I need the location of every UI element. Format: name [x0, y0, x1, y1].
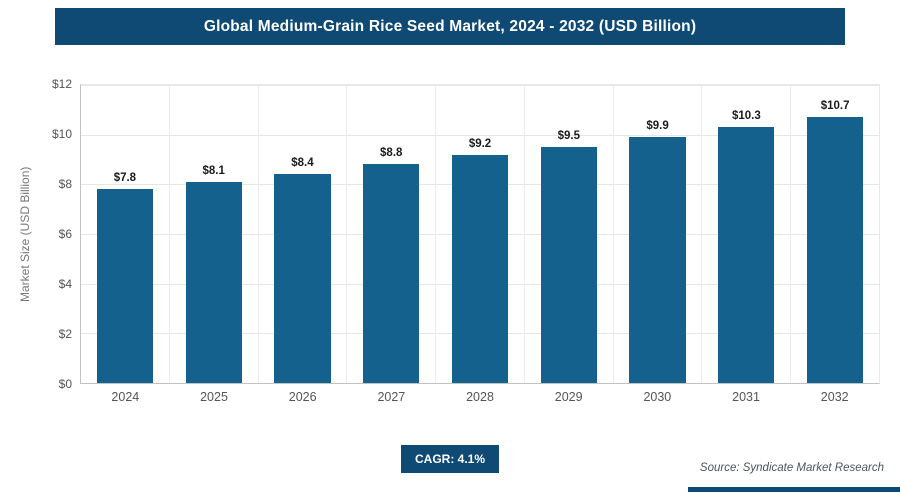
plot-area: $7.8 $8.1 $8.4 $8.8 $9.2 $9.5 $9.9 $10.3 $10.7 2… — [80, 84, 880, 404]
bar-value-label: $8.8 — [380, 147, 403, 160]
bar — [807, 117, 864, 383]
bar — [274, 174, 331, 383]
bar — [363, 164, 420, 383]
bar — [540, 147, 597, 383]
source-text: Source: Syndicate Market Research — [699, 462, 884, 474]
y-tick-label: $0 — [58, 377, 72, 391]
bar-value-label: $8.4 — [291, 157, 314, 170]
y-tick-label: $4 — [58, 277, 72, 291]
bar-value-label: $10.3 — [731, 110, 761, 123]
y-tick-label: $6 — [58, 227, 72, 241]
bar — [718, 127, 775, 383]
bar-cell: $7.8 — [81, 85, 169, 383]
chart-area: Market Size (USD Billion) $0 $2 $4 $6 $8 $10 $… — [14, 77, 880, 404]
bar-cell: $9.9 — [612, 85, 702, 383]
y-axis: $0 $2 $4 $6 $8 $10 $12 — [36, 77, 80, 391]
bar-value-label: $7.8 — [113, 172, 137, 185]
bar-cell: $9.5 — [523, 85, 613, 383]
bar-value-label: $8.1 — [202, 164, 225, 177]
bar — [629, 137, 686, 383]
bar-cell: $8.8 — [346, 85, 435, 383]
bar-cell: $10.7 — [790, 85, 879, 383]
y-tick-label: $2 — [58, 327, 72, 341]
x-tick-label: 2032 — [820, 390, 849, 404]
bar-cell: $8.4 — [257, 85, 347, 383]
x-axis-labels: 2024 2025 2026 2027 2028 2029 2030 2031 2032 — [81, 383, 879, 411]
bar — [185, 181, 242, 383]
bar-cell: $10.3 — [701, 85, 790, 383]
x-tick-label: 2031 — [732, 390, 760, 404]
bar-value-label: $10.7 — [820, 100, 850, 113]
bar — [96, 189, 153, 383]
y-axis-title: Market Size (USD Billion) — [18, 166, 32, 302]
gridline — [81, 85, 879, 86]
bottom-accent-bar — [688, 487, 900, 492]
bar-cell: $8.1 — [168, 85, 258, 383]
x-tick-label: 2028 — [466, 390, 494, 404]
x-tick-label: 2027 — [377, 390, 406, 404]
y-tick-label: $8 — [58, 177, 72, 191]
bars: $7.8 $8.1 $8.4 $8.8 $9.2 $9.5 $9.9 $10.3 $10.7 — [81, 85, 879, 383]
x-tick-label: 2030 — [643, 390, 672, 404]
bar-value-label: $9.5 — [557, 130, 580, 143]
bar-value-label: $9.2 — [468, 137, 492, 150]
bar-cell: $9.2 — [435, 85, 524, 383]
y-tick-label: $10 — [51, 127, 72, 141]
x-tick-label: 2026 — [288, 390, 317, 404]
x-tick-label: 2029 — [554, 390, 583, 404]
gridline — [81, 134, 879, 136]
chart-title: Global Medium-Grain Rice Seed Market, 20… — [203, 17, 697, 35]
y-tick-label: $12 — [51, 77, 72, 91]
bar-value-label: $9.9 — [646, 120, 669, 133]
chart-title-banner: Global Medium-Grain Rice Seed Market, 20… — [55, 8, 845, 45]
cagr-badge: CAGR: 4.1% — [400, 445, 500, 473]
x-tick-label: 2025 — [200, 390, 228, 404]
bar — [451, 154, 509, 383]
x-tick-label: 2024 — [111, 390, 140, 404]
